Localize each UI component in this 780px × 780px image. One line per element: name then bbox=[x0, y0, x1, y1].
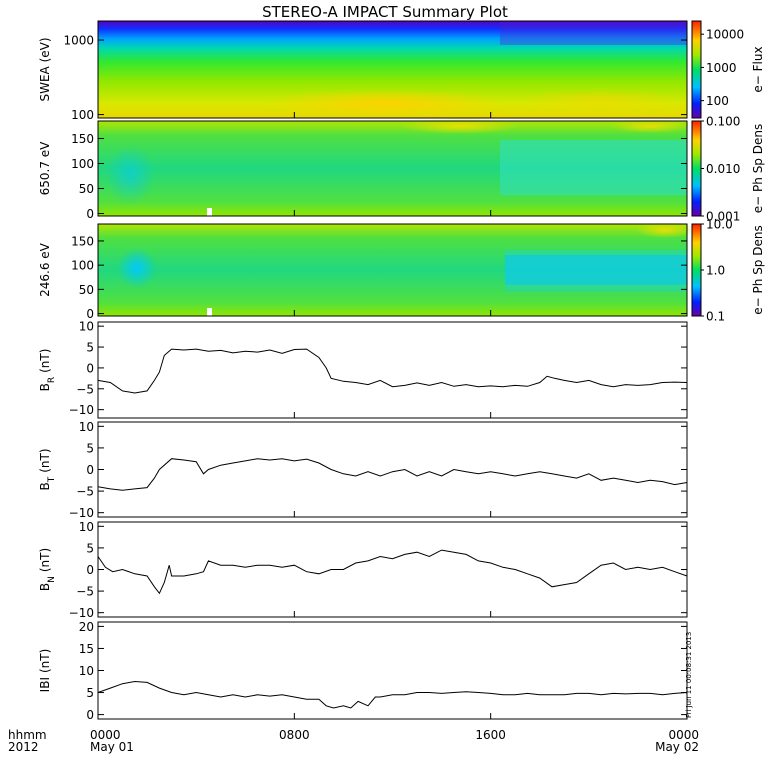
br-ylabel: BR(nT) bbox=[38, 349, 57, 392]
pad246-colorbar-tick-label: 1.0 bbox=[706, 264, 725, 278]
plot-title: STEREO-A IMPACT Summary Plot bbox=[262, 3, 508, 21]
bmag-ytick-label: 10 bbox=[79, 664, 94, 678]
x-tick-label: 0000 bbox=[668, 728, 699, 742]
bmag-series-line bbox=[97, 680, 688, 709]
bn-panel: −10 −5 0 5 10 BN(nT) bbox=[38, 520, 688, 620]
x-tick-date-label: May 01 bbox=[90, 740, 134, 754]
x-tick-label: 0000 bbox=[90, 728, 121, 742]
bt-ylabel: BT(nT) bbox=[38, 448, 57, 490]
br-series-line bbox=[97, 348, 688, 394]
swea-heatmap bbox=[98, 21, 687, 118]
swea-ytick-label: 1000 bbox=[63, 34, 94, 48]
br-ytick-label: 5 bbox=[86, 341, 94, 355]
bmag-ytick-label: 0 bbox=[86, 708, 94, 722]
pad650-colorbar-scale bbox=[691, 120, 702, 217]
pad246-ytick-label: 50 bbox=[79, 283, 94, 297]
swea-colorbar-scale bbox=[691, 20, 702, 119]
pad650-colorbar-tick-label: 0.010 bbox=[706, 162, 740, 176]
bn-ytick-label: 0 bbox=[86, 563, 94, 577]
pad246-frame bbox=[97, 223, 688, 317]
pad246-ytick-label: 100 bbox=[71, 259, 94, 273]
x-corner-label-hhmm: hhmm bbox=[8, 728, 47, 742]
bmag-ytick-label: 5 bbox=[86, 686, 94, 700]
bn-ylabel: BN(nT) bbox=[38, 548, 57, 591]
br-ytick-label: −5 bbox=[76, 382, 94, 396]
pad650-frame bbox=[97, 120, 688, 217]
bt-ytick-label: 5 bbox=[86, 441, 94, 455]
bmag-ylabel: IBI(nT) bbox=[38, 649, 52, 693]
bt-ytick-label: −10 bbox=[69, 506, 94, 520]
br-ytick-label: −10 bbox=[69, 403, 94, 417]
pad650-colorbar-tick-label: 0.001 bbox=[706, 210, 740, 224]
pad650-ytick-label: 0 bbox=[86, 207, 94, 221]
x-tick-label: 0800 bbox=[279, 728, 310, 742]
bn-ytick-label: 5 bbox=[86, 541, 94, 555]
pad650-panel: 0 50 100 150 650.7 eV 0.001 0.010 0.100 e− Ph Sp… bbox=[38, 115, 765, 224]
bt-ytick-label: 0 bbox=[86, 463, 94, 477]
pad246-panel: 0 50 100 150 246.6 eV 0.1 1.0 10.0 e− Ph Sp Dens bbox=[38, 218, 765, 324]
swea-panel: 100 1000 SWEA (eV) 100 1000 10000 e− Flux bbox=[38, 20, 765, 122]
bt-series-line bbox=[97, 458, 688, 491]
bmag-panel: 0 5 10 15 20 IBI(nT) bbox=[38, 620, 688, 722]
swea-colorbar-tick-label: 1000 bbox=[706, 61, 737, 75]
bn-ytick-label: 10 bbox=[79, 520, 94, 534]
pad650-colorbar-tick-label: 0.100 bbox=[706, 115, 740, 129]
swea-colorbar: 100 1000 10000 e− Flux bbox=[691, 20, 765, 119]
pad246-ytick-label: 0 bbox=[86, 307, 94, 321]
swea-frame bbox=[97, 20, 688, 119]
br-frame bbox=[97, 321, 688, 419]
pad246-colorbar: 0.1 1.0 10.0 e− Ph Sp Dens bbox=[691, 218, 765, 324]
pad650-ylabel: 650.7 eV bbox=[38, 141, 52, 196]
bmag-ytick-label: 15 bbox=[79, 642, 94, 656]
bt-ytick-label: 10 bbox=[79, 420, 94, 434]
swea-colorbar-tick-label: 100 bbox=[706, 94, 729, 108]
x-corner-label-year: 2012 bbox=[8, 740, 39, 754]
bt-frame bbox=[97, 421, 688, 518]
bn-ytick-label: −5 bbox=[76, 585, 94, 599]
pad246-ylabel: 246.6 eV bbox=[38, 242, 52, 297]
pad650-colorbar-label: e− Ph Sp Dens bbox=[751, 124, 765, 213]
x-tick-label: 1600 bbox=[475, 728, 506, 742]
br-panel: −10 −5 0 5 10 BR(nT) bbox=[38, 320, 688, 419]
br-ytick-label: 0 bbox=[86, 361, 94, 375]
bn-ytick-label: −10 bbox=[69, 606, 94, 620]
pad650-colorbar: 0.001 0.010 0.100 e− Ph Sp Dens bbox=[691, 115, 765, 224]
bt-panel: −10 −5 0 5 10 BT(nT) bbox=[38, 420, 688, 520]
pad650-heatmap bbox=[98, 118, 690, 216]
pad650-ytick-label: 100 bbox=[71, 157, 94, 171]
bn-series-line bbox=[97, 549, 688, 595]
pad246-heatmap bbox=[98, 222, 695, 316]
br-ytick-label: 10 bbox=[79, 320, 94, 334]
pad246-colorbar-tick-label: 0.1 bbox=[706, 310, 725, 324]
swea-colorbar-label: e− Flux bbox=[751, 46, 765, 92]
pad246-colorbar-tick-label: 10.0 bbox=[706, 218, 733, 232]
pad650-ytick-label: 50 bbox=[79, 182, 94, 196]
bmag-frame bbox=[97, 621, 688, 720]
pad650-ytick-label: 150 bbox=[71, 132, 94, 146]
swea-ylabel: SWEA (eV) bbox=[38, 37, 52, 101]
swea-ytick-label: 100 bbox=[71, 108, 94, 122]
bn-frame bbox=[97, 521, 688, 618]
bt-ytick-label: −5 bbox=[76, 485, 94, 499]
x-tick-date-label: May 02 bbox=[655, 740, 699, 754]
pad246-colorbar-label: e− Ph Sp Dens bbox=[751, 225, 765, 314]
pad246-ytick-label: 150 bbox=[71, 234, 94, 248]
generation-stamp: Fri Jun 11 00:08:31 2013 bbox=[685, 632, 693, 718]
bmag-ytick-label: 20 bbox=[79, 620, 94, 634]
pad246-colorbar-scale bbox=[691, 223, 702, 317]
swea-colorbar-tick-label: 10000 bbox=[706, 28, 744, 42]
